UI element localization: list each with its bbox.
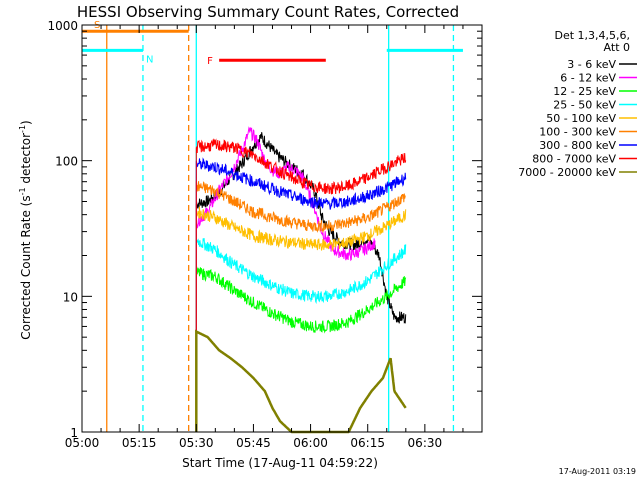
legend-label-1: 6 - 12 keV	[560, 72, 616, 85]
flag-label-3: F	[207, 56, 213, 67]
footer-date: 17-Aug-2011 03:19	[559, 467, 636, 476]
series-lines	[195, 126, 407, 434]
legend-header-0: Det 1,3,4,5,6,	[554, 29, 630, 42]
plot-border	[81, 24, 483, 433]
legend-label-5: 100 - 300 keV	[539, 126, 616, 139]
x-tick-label-3: 05:45	[236, 436, 271, 450]
y-tick-label-0: 1000	[47, 19, 78, 33]
legend-label-2: 12 - 25 keV	[553, 85, 616, 98]
y-axis-label-mid: detector	[19, 133, 33, 188]
series-line-5	[195, 181, 406, 432]
y-tick-label-3: 1	[70, 426, 78, 440]
legend-header-1: Att 0	[604, 41, 630, 54]
series-line-8	[195, 329, 407, 434]
series-line-2	[195, 266, 407, 432]
y-tick-label-2: 10	[63, 290, 78, 304]
y-axis-label-main: Corrected Count Rate (s	[19, 195, 33, 339]
legend-label-7: 800 - 7000 keV	[532, 153, 616, 166]
flag-label-1: N	[146, 54, 153, 65]
chart-title: HESSI Observing Summary Count Rates, Cor…	[77, 3, 459, 21]
x-tick-label-2: 05:30	[179, 436, 214, 450]
y-axis-label: Corrected Count Rate (s-1 detector-1)	[18, 120, 33, 339]
plot-frame	[81, 24, 483, 433]
vertical-markers	[106, 25, 455, 432]
x-tick-label-4: 06:00	[293, 436, 328, 450]
flag-bars: S N F	[82, 20, 463, 67]
y-axis-label-sup1: -1	[18, 187, 27, 195]
series-line-3	[195, 235, 407, 432]
x-tick-label-6: 06:30	[408, 436, 443, 450]
legend-label-3: 25 - 50 keV	[553, 99, 616, 112]
series-line-6	[195, 157, 407, 432]
x-axis-label: Start Time (17-Aug-11 04:59:22)	[182, 456, 378, 470]
legend-label-8: 7000 - 20000 keV	[518, 166, 616, 179]
legend-label-4: 50 - 100 keV	[546, 112, 616, 125]
y-axis: 1000 100 10 1	[47, 19, 482, 440]
x-axis: 05:00 05:15 05:30 05:45 06:00 06:15 06:30	[65, 25, 483, 450]
series-line-4	[195, 206, 407, 432]
x-tick-label-5: 06:15	[350, 436, 385, 450]
legend-label-0: 3 - 6 keV	[567, 58, 616, 71]
legend-label-6: 300 - 800 keV	[539, 139, 616, 152]
flag-label-0: S	[94, 20, 100, 31]
x-tick-label-0: 05:00	[65, 436, 100, 450]
y-tick-label-1: 100	[55, 155, 78, 169]
x-tick-label-1: 05:15	[122, 436, 157, 450]
series-line-7	[195, 138, 407, 432]
y-axis-label-sup2: -1	[18, 125, 27, 133]
y-axis-label-end: )	[19, 120, 33, 125]
